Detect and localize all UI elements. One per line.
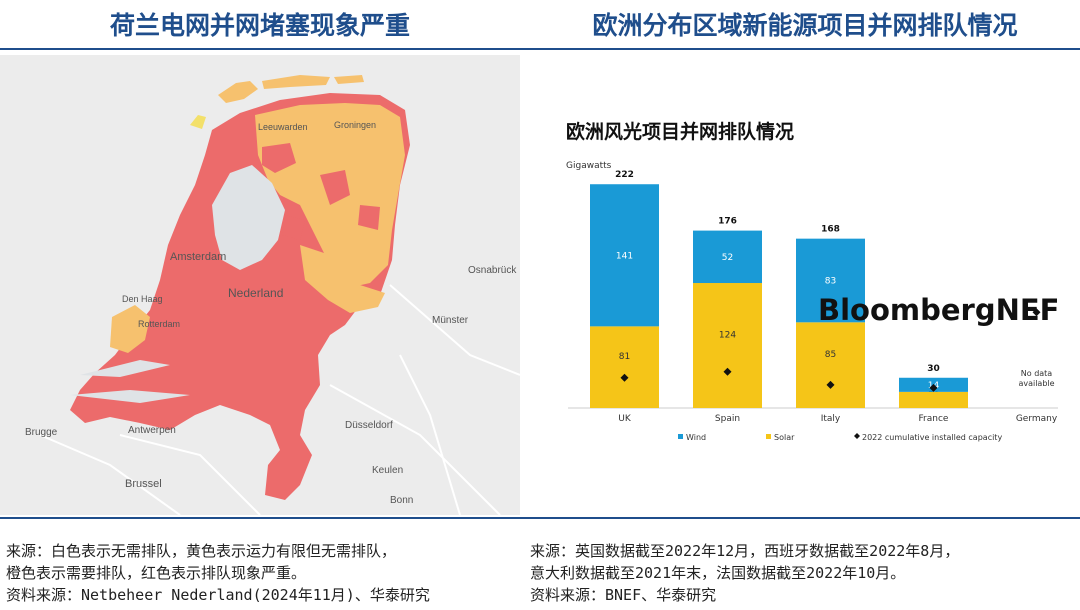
no-data-label: No data available (1018, 369, 1054, 388)
label-osnabruck: Osnabrück (468, 265, 517, 276)
city-labels: Leeuwarden Groningen Amsterdam Den Haag … (25, 120, 517, 506)
legend-swatch (854, 433, 860, 439)
legend-swatch (766, 434, 771, 439)
data-label-wind: 83 (825, 276, 836, 286)
right-source-note: 来源：英国数据截至2022年12月，西班牙数据截至2022年8月， 意大利数据截… (530, 540, 1075, 606)
left-source-note: 来源：白色表示无需排队，黄色表示运力有限但无需排队， 橙色表示需要排队，红色表示… (6, 540, 516, 606)
label-amsterdam: Amsterdam (170, 251, 226, 263)
category-label: Italy (821, 414, 841, 424)
wadden-islands (190, 75, 364, 129)
data-label-wind: 52 (722, 253, 733, 263)
right-panel-title: 欧洲分布区域新能源项目并网排队情况 (592, 11, 1018, 40)
marker-installed-capacity (1032, 308, 1041, 317)
label-brugge: Brugge (25, 427, 58, 438)
bar-wind-uk (590, 184, 659, 327)
data-label-solar: 85 (825, 350, 836, 360)
bloomberg-watermark: BloombergNEF (818, 293, 1060, 327)
data-label-total: 176 (718, 217, 737, 227)
chart-ylabel: Gigawatts (566, 161, 612, 171)
ijsselmeer-lake (212, 165, 285, 270)
data-label-solar: 81 (619, 352, 630, 362)
bar-chart: 欧洲风光项目并网排队情况 Gigawatts 81 141 222 UK 124 52 17… (566, 120, 1060, 442)
delta-waterways (70, 360, 190, 403)
label-dusseldorf: Düsseldorf (345, 420, 393, 431)
left-source-line: 来源：白色表示无需排队，黄色表示运力有限但无需排队， (6, 542, 397, 560)
legend-swatch (678, 434, 683, 439)
bar-solar-uk (590, 326, 659, 408)
marker-installed-capacity (826, 380, 835, 389)
bar-solar-france (899, 391, 968, 408)
left-source-line: 资料来源：Netbeheer Nederland(2024年11月)、华泰研究 (6, 586, 430, 604)
legend-label: Wind (686, 433, 706, 442)
label-nederland: Nederland (228, 286, 283, 300)
footer-divider (0, 517, 1080, 519)
label-munster: Münster (432, 315, 469, 326)
data-label-total: 30 (927, 364, 940, 374)
legend-label: 2022 cumulative installed capacity (862, 433, 1002, 442)
bar-wind-spain (693, 230, 762, 284)
label-brussel: Brussel (125, 478, 162, 490)
label-bonn: Bonn (390, 495, 413, 506)
category-label: Spain (715, 414, 740, 424)
bar-solar-spain (693, 283, 762, 408)
data-label-wind: 141 (616, 251, 633, 261)
right-source-line: 意大利数据截至2021年末，法国数据截至2022年10月。 (530, 564, 906, 582)
left-panel-title: 荷兰电网并网堵塞现象严重 (109, 11, 410, 40)
bars-group: 81141222UK12452176Spain8583168Italy16143… (568, 170, 1058, 424)
legend-label: Solar (774, 433, 795, 442)
netherlands-orange-region-west (110, 305, 150, 353)
chart-title: 欧洲风光项目并网排队情况 (566, 120, 794, 143)
map-roads (39, 284, 520, 515)
label-antwerpen: Antwerpen (128, 425, 176, 436)
netherlands-orange-region-east (300, 245, 385, 313)
data-label-total: 168 (821, 225, 840, 235)
bar-solar-italy (796, 322, 865, 408)
label-keulen: Keulen (372, 465, 403, 476)
label-leeuwarden: Leeuwarden (258, 122, 308, 132)
label-rotterdam: Rotterdam (138, 319, 180, 329)
left-source-line: 橙色表示需要排队，红色表示排队现象严重。 (6, 564, 307, 582)
chart-legend: Wind Solar 2022 cumulative installed capac… (678, 433, 1002, 442)
marker-installed-capacity (929, 383, 938, 392)
netherlands-congestion-map: Leeuwarden Groningen Amsterdam Den Haag … (0, 55, 520, 515)
label-groningen: Groningen (334, 120, 376, 130)
marker-installed-capacity (723, 367, 732, 376)
bar-wind-italy (796, 238, 865, 323)
queue-chart-panel: 欧洲风光项目并网排队情况 Gigawatts 81 141 222 UK 124 52 17… (528, 55, 1080, 515)
red-patches (262, 143, 380, 240)
label-den-haag: Den Haag (122, 294, 163, 304)
right-source-line: 来源：英国数据截至2022年12月，西班牙数据截至2022年8月， (530, 542, 960, 560)
header-divider (0, 48, 1080, 50)
marker-installed-capacity (620, 373, 629, 382)
data-label-total: 222 (615, 170, 634, 180)
right-source-line: 资料来源：BNEF、华泰研究 (530, 586, 717, 604)
data-label-solar: 124 (719, 331, 736, 341)
category-label: UK (618, 414, 632, 424)
category-label: France (919, 414, 949, 424)
map-svg: Leeuwarden Groningen Amsterdam Den Haag … (0, 55, 520, 515)
category-label: Germany (1016, 414, 1058, 424)
